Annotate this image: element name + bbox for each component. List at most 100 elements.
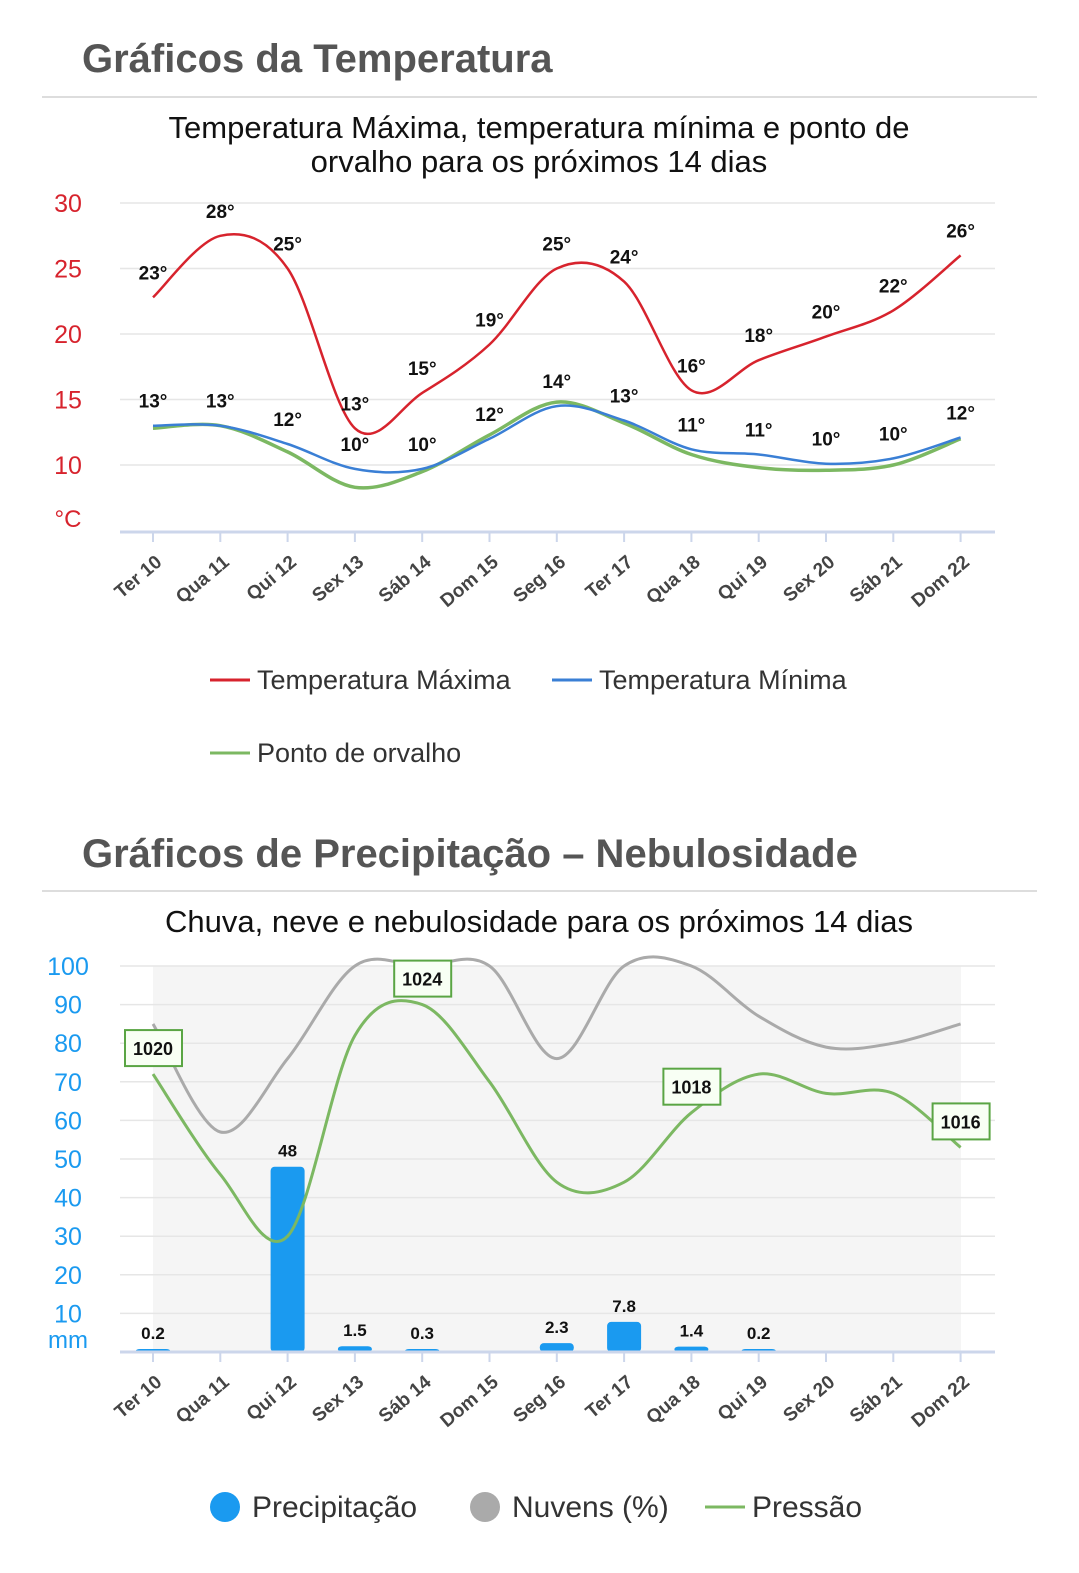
x-axis-label: Ter 10 [111, 552, 166, 603]
precipitation-bar [607, 1321, 642, 1352]
min-temp-label: 12° [946, 403, 975, 424]
max-temp-label: 18° [744, 326, 773, 347]
y-axis-label: 90 [54, 992, 82, 1020]
y-axis-label: 20 [54, 1262, 82, 1290]
pressure-line [151, 999, 962, 1244]
x-axis-label: Qui 12 [243, 552, 301, 605]
x-axis-label: Sex 20 [780, 1372, 840, 1427]
legend-label: Pressão [752, 1491, 862, 1524]
y-axis-label: 20 [54, 321, 82, 349]
min-temp-label: 10° [879, 424, 908, 445]
y-axis-label: 30 [54, 190, 82, 218]
y-axis-label: 30 [54, 1223, 82, 1251]
x-axis-label: Dom 22 [908, 1372, 974, 1432]
x-axis-label: Ter 17 [582, 1372, 637, 1423]
min-temp-label: 10° [341, 435, 370, 456]
y-axis-label: 10 [54, 1300, 82, 1328]
precipitation-label: 2.3 [545, 1318, 569, 1337]
x-axis-label: Ter 10 [111, 1372, 166, 1423]
x-axis-label: Qua 11 [172, 551, 234, 607]
x-axis-label: Sex 13 [308, 1372, 368, 1427]
pressure-annotation: 1024 [402, 970, 442, 990]
y-axis-label: 50 [54, 1146, 82, 1174]
y-axis-label: 15 [54, 387, 82, 415]
precipitation-label: 0.3 [410, 1324, 434, 1343]
x-axis-label: Sex 20 [780, 552, 840, 607]
x-axis-label: Seg 16 [510, 552, 570, 607]
pressure-annotation: 1020 [133, 1039, 173, 1059]
precipitation-label: 0.2 [747, 1324, 771, 1343]
x-axis-label: Sex 13 [308, 552, 368, 607]
x-axis-label: Sáb 14 [375, 551, 436, 607]
min-temp-label: 10° [408, 435, 437, 456]
x-axis-label: Qui 19 [714, 552, 772, 605]
precipitation-chart: Chuva, neve e nebulosidade para os próxi… [47, 904, 995, 1524]
x-axis-label: Dom 22 [908, 552, 974, 612]
pressure-annotation-box [931, 1102, 991, 1141]
precipitation-section-divider [42, 890, 1037, 892]
max-temp-label: 26° [946, 221, 975, 242]
pressure-annotation: 1016 [941, 1112, 981, 1132]
max-temp-label: 22° [879, 276, 908, 297]
x-axis-label: Dom 15 [437, 1371, 503, 1431]
x-axis-label: Seg 16 [510, 1372, 570, 1427]
chart-title-line: orvalho para os próximos 14 dias [311, 144, 768, 179]
precipitation-label: 48 [278, 1142, 297, 1161]
max-temp-label: 15° [408, 359, 437, 380]
legend-label: Temperatura Mínima [599, 665, 848, 695]
x-axis-label: Sáb 21 [846, 551, 907, 607]
precipitation-section-title: Gráficos de Precipitação – Nebulosidade [82, 832, 858, 876]
temperature-section-divider [42, 96, 1037, 98]
x-axis-label: Ter 17 [582, 552, 637, 603]
legend-swatch [210, 1492, 240, 1522]
precipitation-label: 1.4 [680, 1322, 704, 1341]
min-temp-label: 13° [206, 392, 235, 413]
max-temp-label: 25° [542, 235, 571, 256]
x-axis-label: Qui 19 [714, 1372, 772, 1425]
temperature-section-title: Gráficos da Temperatura [82, 37, 553, 81]
y-axis-label: 10 [54, 452, 82, 480]
legend-label: Precipitação [252, 1491, 417, 1524]
max-temp-label: 28° [206, 202, 235, 223]
pressure-annotation-box [393, 959, 453, 998]
legend-label: Nuvens (%) [512, 1491, 669, 1524]
precipitation-label: 0.2 [141, 1324, 165, 1343]
max-temp-label: 16° [677, 356, 706, 377]
chart-title: Chuva, neve e nebulosidade para os próxi… [165, 904, 913, 939]
y-axis-label: 80 [54, 1030, 82, 1058]
max-temp-label: 20° [812, 303, 841, 324]
min-temp-label: 12° [273, 410, 302, 431]
y-axis-label: 25 [54, 256, 82, 284]
pressure-annotation: 1018 [671, 1078, 711, 1098]
x-axis-label: Sáb 14 [375, 1371, 436, 1427]
min-temp-label: 11° [678, 415, 706, 436]
min-temp-label: 12° [475, 405, 504, 426]
y-axis-unit: mm [48, 1327, 88, 1354]
chart-title-line: Temperatura Máxima, temperatura mínima e… [169, 110, 910, 145]
y-axis-label: 100 [47, 953, 89, 981]
min-temp-label: 10° [812, 430, 841, 451]
legend-label: Ponto de orvalho [257, 738, 461, 768]
clouds-line [151, 955, 962, 1134]
precipitation-bar [270, 1166, 305, 1352]
y-axis-label: 40 [54, 1185, 82, 1213]
pressure-annotation-box [124, 1029, 183, 1068]
legend-swatch [470, 1492, 500, 1522]
x-axis-label: Sáb 21 [846, 1371, 907, 1427]
series-line [152, 400, 962, 490]
temperature-chart: Temperatura Máxima, temperatura mínima e… [54, 110, 995, 768]
max-temp-label: 25° [273, 235, 302, 256]
max-temp-label: 23° [139, 263, 168, 284]
max-temp-label: 13° [341, 394, 370, 415]
min-temp-label: 14° [542, 372, 571, 393]
series-line [152, 232, 962, 436]
y-axis-label: 70 [54, 1069, 82, 1097]
x-axis-label: Qua 11 [172, 1371, 234, 1427]
precipitation-label: 1.5 [343, 1321, 367, 1340]
max-temp-label: 19° [475, 310, 504, 331]
x-axis-label: Qui 12 [243, 1372, 301, 1425]
precipitation-label: 7.8 [612, 1297, 636, 1316]
legend-label: Temperatura Máxima [257, 665, 512, 695]
x-axis-label: Qua 18 [643, 1372, 705, 1429]
x-axis-label: Qua 18 [643, 552, 705, 609]
